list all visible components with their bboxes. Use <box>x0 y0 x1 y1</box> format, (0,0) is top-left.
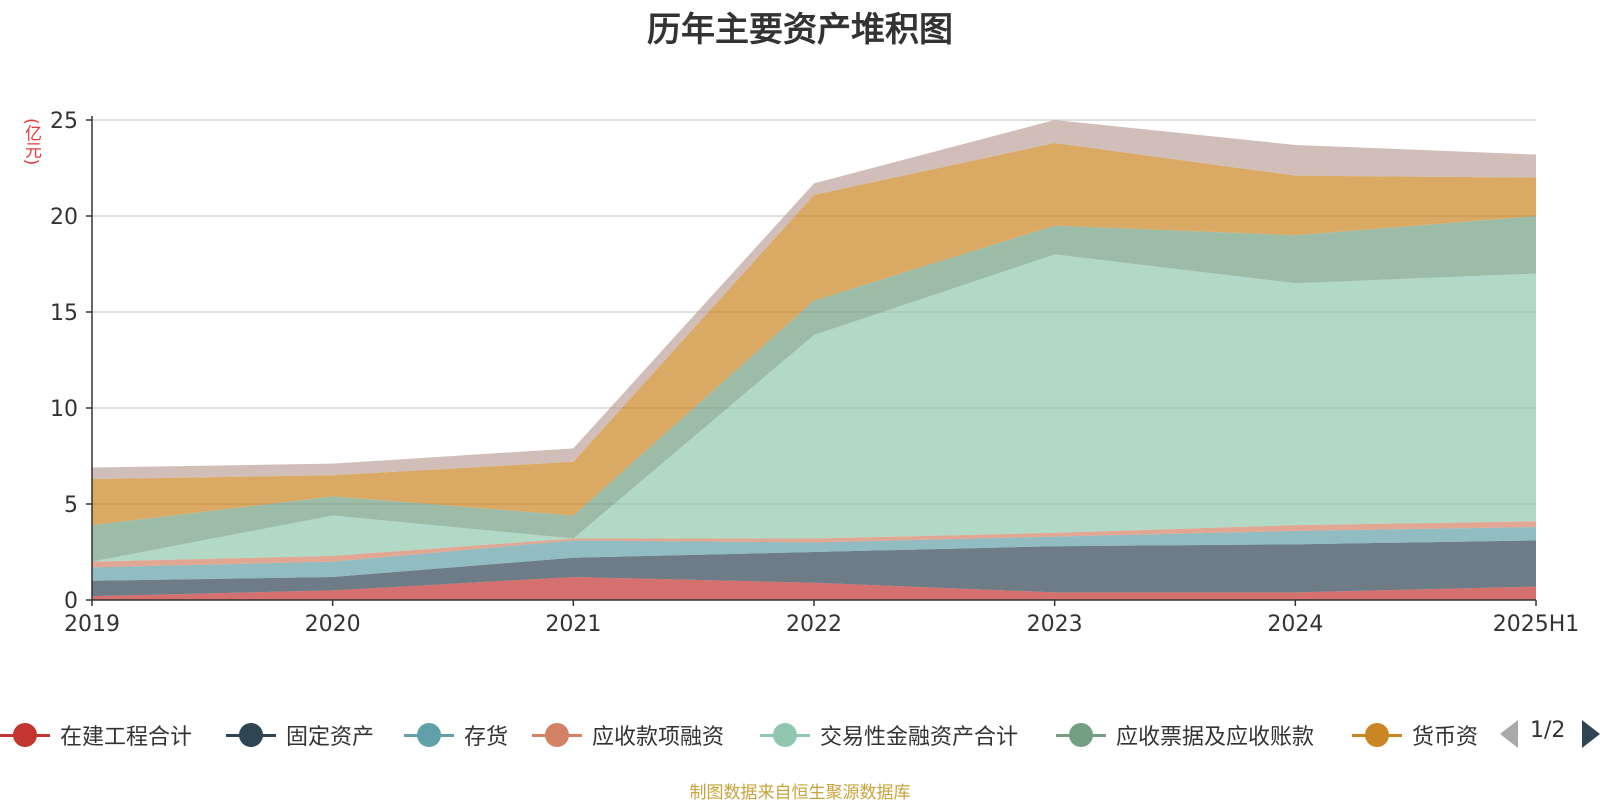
legend-label: 固定资产 <box>286 725 375 750</box>
source-note: 制图数据来自恒生聚源数据库 <box>689 783 911 803</box>
x-tick-label: 2022 <box>786 612 842 637</box>
x-tick-label: 2020 <box>305 612 361 637</box>
series-area-0: 在建工程合计 <box>92 576 1536 600</box>
x-tick-label: 2021 <box>545 612 601 637</box>
y-tick-label: 25 <box>50 109 78 134</box>
chart-plot-area: 在建工程合计固定资产存货应收款项融资交易性金融资产合计应收票据及应收账款货币资金… <box>50 109 1579 637</box>
legend-item[interactable]: 应收款项融资 <box>532 718 724 752</box>
legend-marker-icon <box>226 718 276 752</box>
y-tick-label: 5 <box>64 493 78 518</box>
legend-item[interactable]: 货币资 <box>1352 718 1478 752</box>
y-tick-label: 15 <box>50 301 78 326</box>
axes: 0 5 10 15 20 25 2019 2020 2021 2022 2023 2024 2025H1 <box>50 109 1579 637</box>
series-area-4: 交易性金融资产合计 <box>92 254 1536 562</box>
legend-label: 在建工程合计 <box>60 725 193 750</box>
x-tick-label: 2024 <box>1267 612 1323 637</box>
legend-marker-icon <box>760 718 810 752</box>
legend-marker-icon <box>532 718 582 752</box>
legend-marker-icon <box>1056 718 1106 752</box>
legend: 在建工程合计 固定资产 存货 应收款项融资 交易性金融资产合计 应收票据及应收账款 货币资 <box>0 718 1600 752</box>
stacked-areas: 在建工程合计固定资产存货应收款项融资交易性金融资产合计应收票据及应收账款货币资金… <box>92 120 1536 600</box>
legend-page-indicator: 1/2 <box>1530 718 1566 743</box>
legend-label: 应收票据及应收账款 <box>1116 725 1315 750</box>
legend-pager: 1/2 <box>1500 716 1600 752</box>
series-area-6: 货币资金 <box>92 143 1536 526</box>
series-area-5: 应收票据及应收账款 <box>92 216 1536 562</box>
legend-marker-icon <box>404 718 454 752</box>
chart-title: 历年主要资产堆积图 <box>647 10 953 50</box>
legend-marker-icon <box>0 718 50 752</box>
series-area-3: 应收款项融资 <box>92 521 1536 568</box>
y-tick-label: 0 <box>64 589 78 614</box>
y-axis-unit-label: (亿元) <box>21 118 41 166</box>
legend-item[interactable]: 交易性金融资产合计 <box>760 718 1018 752</box>
legend-prev-page-icon[interactable] <box>1500 720 1518 748</box>
x-tick-label: 2019 <box>64 612 120 637</box>
y-tick-label: 20 <box>50 205 78 230</box>
series-area-7: 其他 <box>92 120 1536 480</box>
legend-marker-icon <box>1352 718 1402 752</box>
legend-label: 存货 <box>464 725 509 750</box>
legend-label: 货币资 <box>1412 725 1479 750</box>
x-tick-label: 2023 <box>1027 612 1083 637</box>
legend-label: 交易性金融资产合计 <box>820 725 1019 750</box>
legend-item[interactable]: 在建工程合计 <box>0 718 192 752</box>
x-tick-label: 2025H1 <box>1493 612 1580 637</box>
legend-label: 应收款项融资 <box>592 725 725 750</box>
series-area-2: 存货 <box>92 527 1536 581</box>
legend-next-page-icon[interactable] <box>1582 720 1600 748</box>
series-area-1: 固定资产 <box>92 540 1536 597</box>
legend-item[interactable]: 固定资产 <box>226 718 374 752</box>
legend-item[interactable]: 应收票据及应收账款 <box>1056 718 1314 752</box>
legend-item[interactable]: 存货 <box>404 718 508 752</box>
y-tick-label: 10 <box>50 397 78 422</box>
